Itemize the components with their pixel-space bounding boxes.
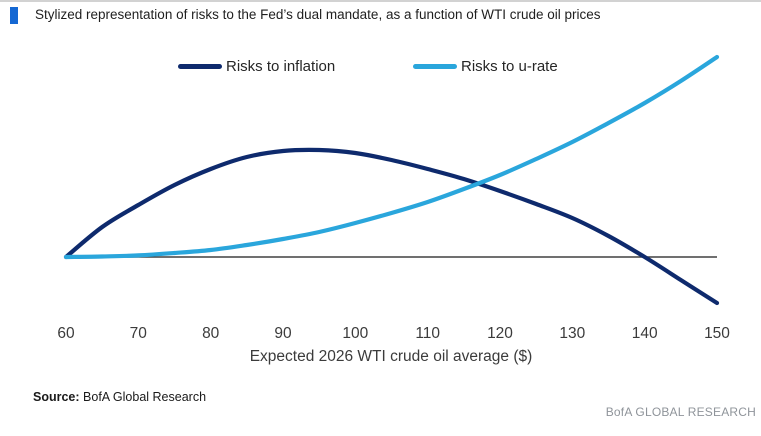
x-tick-label: 70 (129, 325, 147, 342)
x-tick-label: 140 (631, 325, 658, 342)
legend-item-urate: Risks to u-rate (413, 56, 558, 76)
x-tick-label: 80 (202, 325, 220, 342)
x-tick-label: 150 (704, 325, 730, 342)
legend-label-inflation: Risks to inflation (226, 57, 336, 75)
chart-title: Stylized representation of risks to the … (35, 7, 601, 22)
legend-item-inflation: Risks to inflation (178, 56, 335, 76)
x-tick-label: 60 (57, 325, 75, 342)
x-tick-label: 110 (415, 325, 441, 342)
series-lines (63, 54, 720, 306)
legend-swatch-inflation-icon (178, 63, 222, 69)
x-tick-label: 100 (342, 325, 369, 342)
chart-header: Stylized representation of risks to the … (10, 6, 601, 24)
x-tick-label: 120 (487, 325, 513, 342)
x-tick-label: 90 (274, 325, 292, 342)
source-label: Source: (33, 390, 80, 404)
legend-label-urate: Risks to u-rate (461, 57, 558, 75)
x-tick-label: 130 (559, 325, 586, 342)
x-axis-title: Expected 2026 WTI crude oil average ($) (249, 348, 533, 365)
source-text: BofA Global Research (83, 390, 207, 404)
source-note: Source: BofA Global Research (33, 390, 206, 404)
series-line-risks-to-inflation (63, 147, 720, 306)
legend-swatch-urate-icon (413, 63, 457, 69)
brand-watermark: BofA GLOBAL RESEARCH (605, 405, 756, 419)
x-axis-ticks: 60 70 80 90 100 110 120 130 140 150 (0, 325, 761, 343)
series-line-risks-to-u-rate (63, 54, 720, 260)
accent-bar-icon (10, 7, 18, 24)
